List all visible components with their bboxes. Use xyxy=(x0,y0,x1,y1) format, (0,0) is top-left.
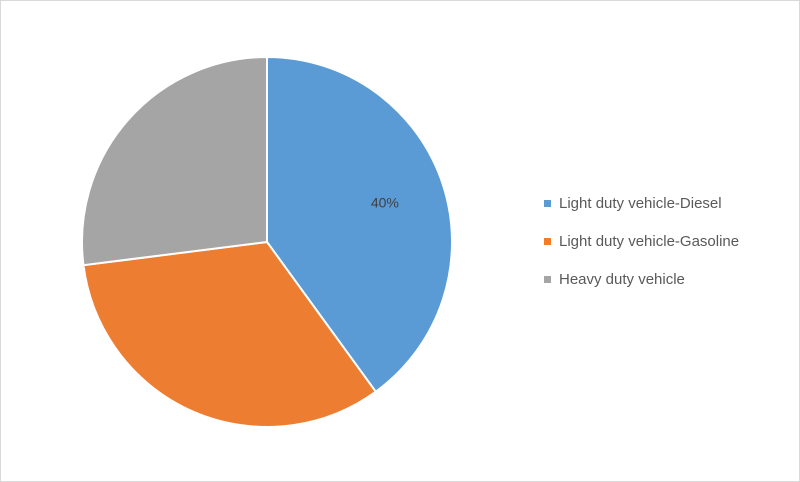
pie-slice-gasoline xyxy=(82,240,378,428)
pie-slice-diesel xyxy=(266,55,453,394)
legend-label-gasoline: Light duty vehicle-Gasoline xyxy=(559,233,740,250)
legend-item-diesel: Light duty vehicle-Diesel xyxy=(544,191,739,216)
legend: Light duty vehicle-Diesel Light duty veh… xyxy=(544,191,739,305)
legend-label-heavy-duty: Heavy duty vehicle xyxy=(559,271,685,288)
legend-swatch-gasoline xyxy=(544,238,551,245)
legend-label-diesel: Light duty vehicle-Diesel xyxy=(559,195,722,212)
pie-slice-heavy-duty xyxy=(81,55,268,267)
data-label-diesel: 40% xyxy=(371,194,399,210)
legend-item-gasoline: Light duty vehicle-Gasoline xyxy=(544,229,739,254)
legend-item-heavy-duty: Heavy duty vehicle xyxy=(544,267,739,292)
legend-swatch-diesel xyxy=(544,200,551,207)
legend-swatch-heavy-duty xyxy=(544,276,551,283)
